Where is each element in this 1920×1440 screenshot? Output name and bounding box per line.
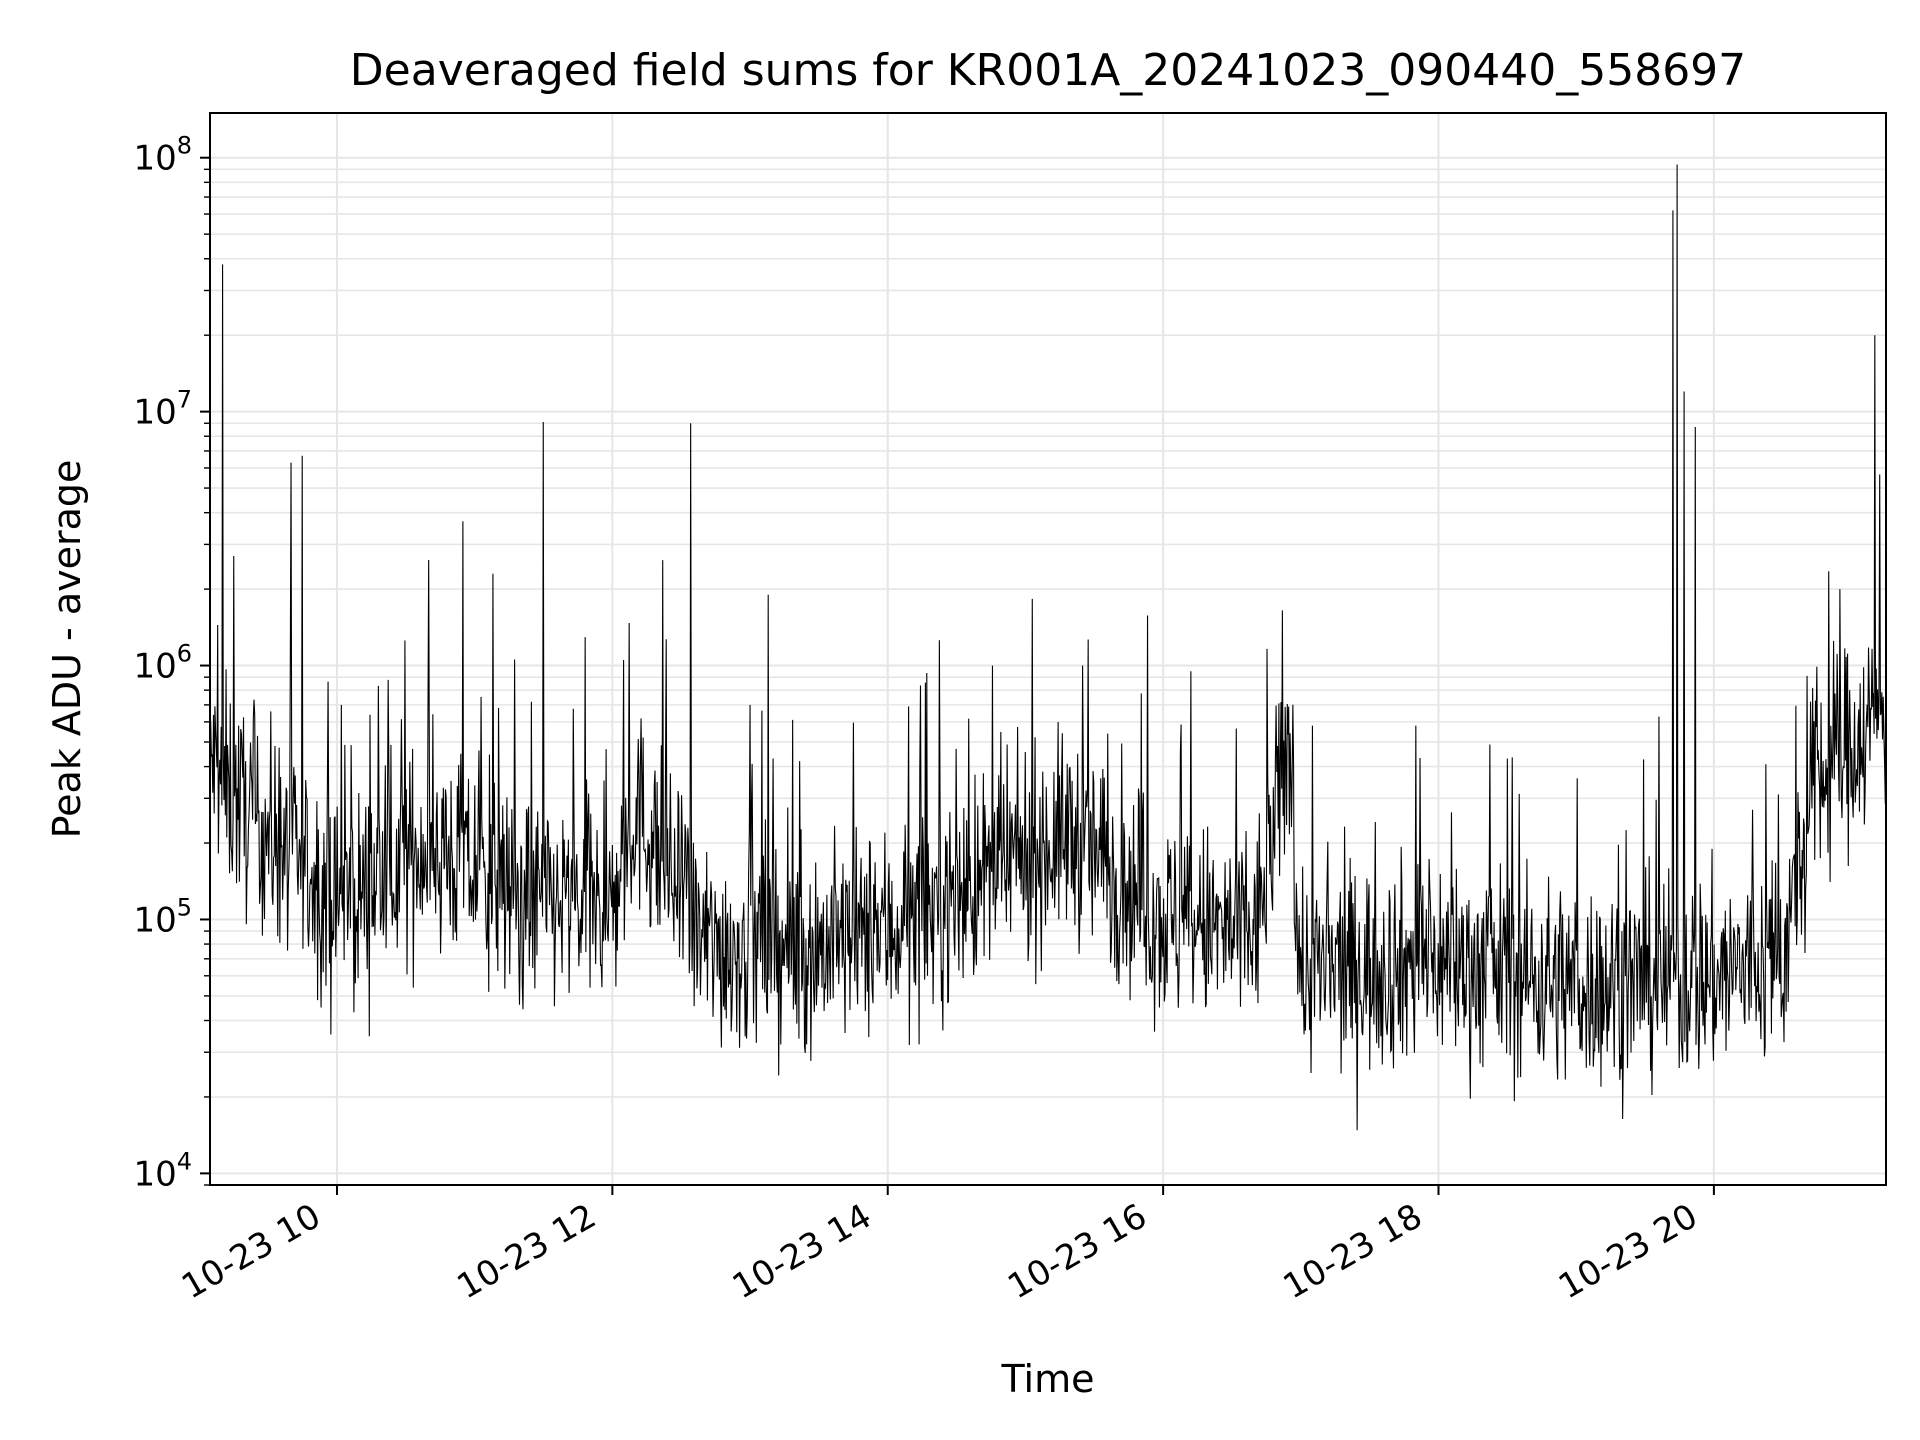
y-tick-label: 104: [133, 1147, 192, 1194]
x-axis-label: Time: [1001, 1357, 1095, 1401]
y-tick-label: 105: [133, 893, 192, 940]
y-axis-label: Peak ADU - average: [45, 460, 89, 839]
chart-title: Deaveraged field sums for KR001A_2024102…: [350, 45, 1746, 96]
y-tick-label: 106: [133, 640, 192, 687]
series-line: [210, 164, 1886, 1131]
plot-area: [210, 164, 1886, 1131]
y-tick-label: 108: [133, 132, 192, 179]
plot-frame: [209, 112, 1887, 1186]
y-tick-label: 107: [133, 386, 192, 433]
